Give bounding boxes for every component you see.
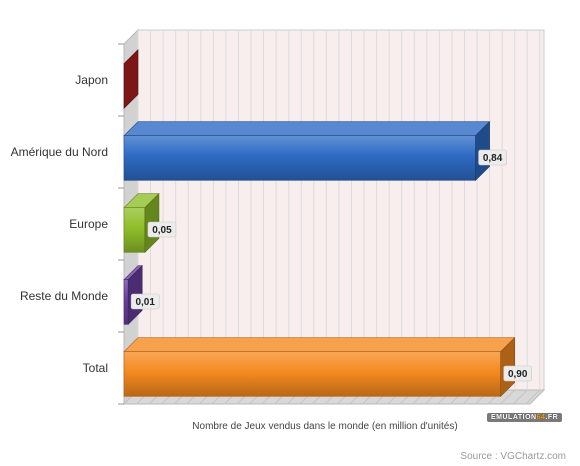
floor-gridline: [500, 389, 516, 405]
bar: [123, 48, 139, 110]
bar: [123, 135, 476, 181]
floor-gridline: [525, 389, 541, 405]
category-label: Reste du Monde: [20, 289, 108, 303]
value-label-box: [503, 365, 533, 382]
value-label-box: [478, 149, 507, 166]
value-label: 0,01: [135, 297, 155, 308]
bar-top: [123, 337, 516, 352]
category-label: Amérique du Nord: [11, 145, 108, 159]
category-label: Japon: [75, 73, 108, 87]
bar: [123, 207, 146, 253]
bar: [123, 351, 502, 397]
value-label: 0,90: [508, 369, 528, 380]
value-label-box: [130, 293, 160, 310]
value-label-box: [147, 221, 177, 238]
value-label: 0,05: [152, 225, 172, 236]
bar: [123, 279, 129, 325]
category-label: Total: [83, 361, 108, 375]
bar-top: [123, 121, 491, 136]
emulation64-logo: EMULATION64.FR: [487, 413, 563, 422]
x-axis-title: Nombre de Jeux vendus dans le monde (en …: [192, 421, 458, 432]
floor-gridline: [512, 389, 528, 405]
plot-back-wall: [137, 29, 545, 391]
source-credit: Source : VGChartz.com: [460, 451, 566, 462]
category-label: Europe: [69, 217, 108, 231]
value-label: 0,84: [483, 153, 503, 164]
